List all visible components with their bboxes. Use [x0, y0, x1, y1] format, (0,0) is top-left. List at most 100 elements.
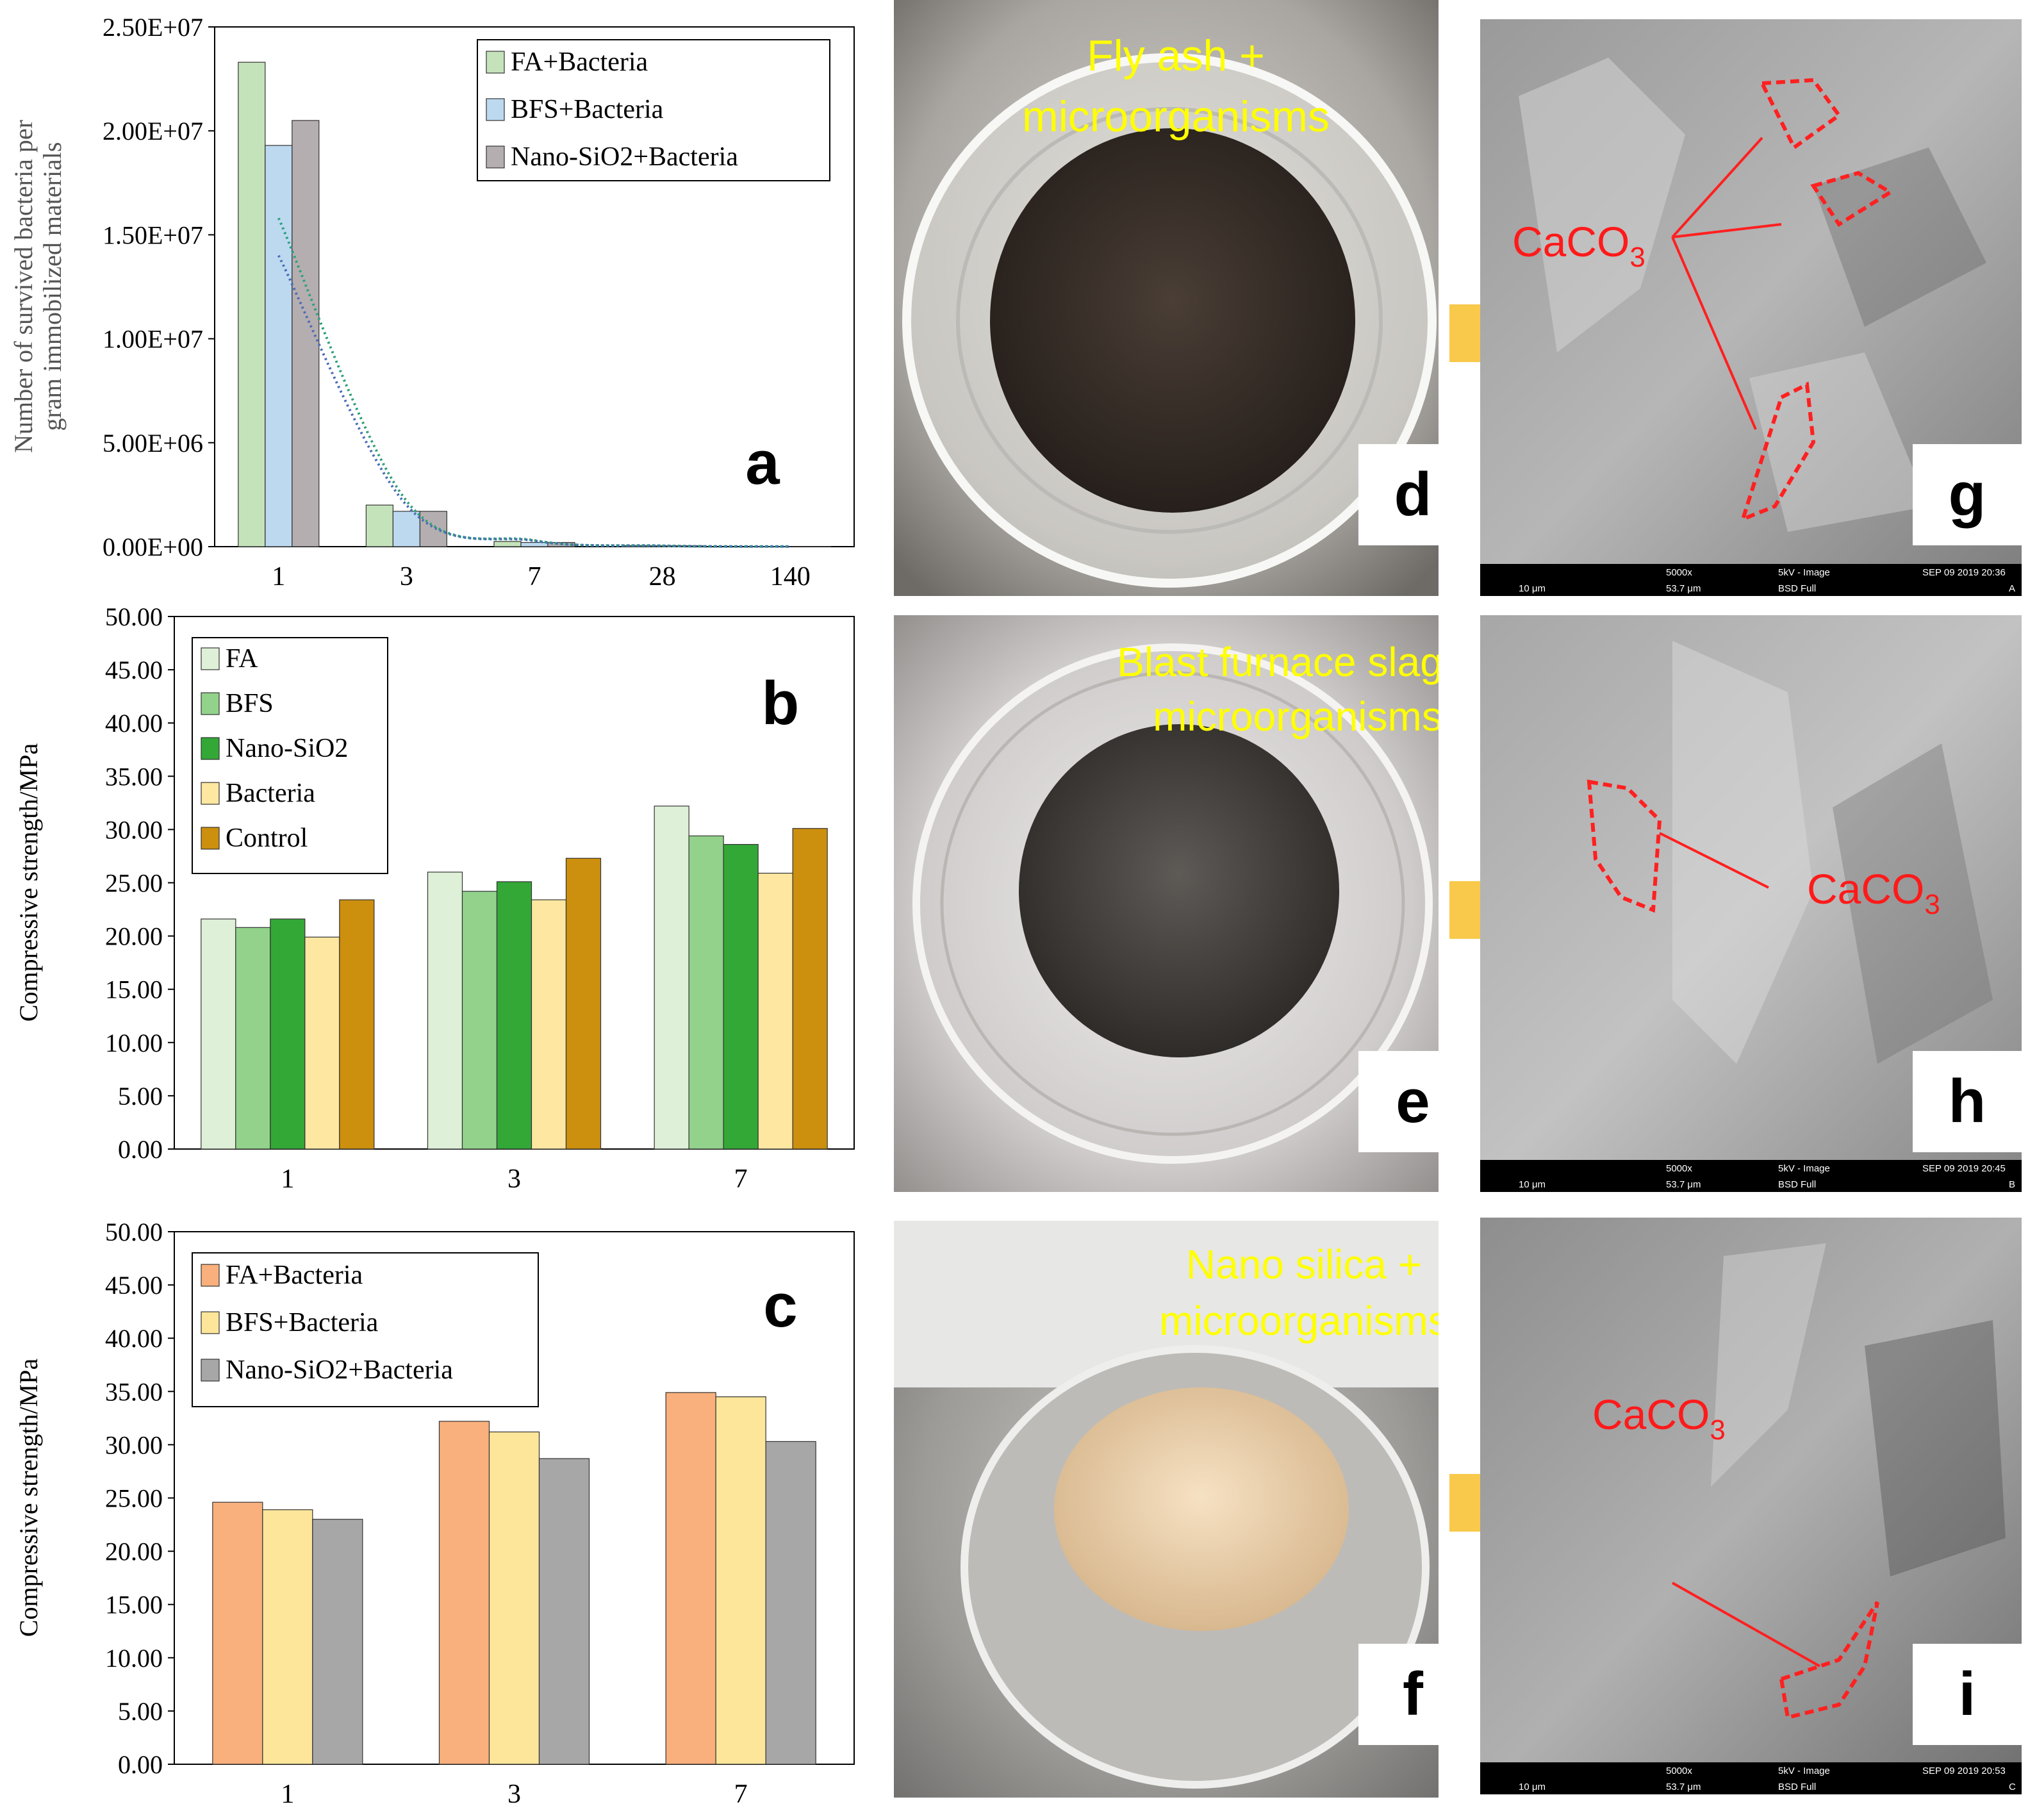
sem-g-id: A — [2009, 583, 2015, 594]
photo-e-caption-line2: microorganisms — [1153, 693, 1439, 740]
sem-i-id: C — [2009, 1782, 2016, 1792]
bar-a-0-0 — [238, 62, 266, 547]
photo-d: Fly ash + microorganisms — [894, 0, 1439, 596]
bar-b-3-0 — [304, 936, 340, 1150]
y-tick-label: 0.00 — [118, 1750, 163, 1779]
legend-label: FA+Bacteria — [511, 47, 648, 77]
legend-swatch — [486, 98, 505, 121]
bar-c-0-1 — [438, 1421, 490, 1765]
y-axis-label: Compressive strength/MPa — [14, 1359, 43, 1637]
legend-swatch — [486, 51, 505, 74]
bar-c-1-2 — [715, 1396, 766, 1765]
bars — [238, 62, 831, 547]
x-tick-label: 1 — [281, 1780, 294, 1809]
bar-a-1-2 — [520, 542, 548, 547]
y-axis-label: Compressive strength/MPa — [14, 743, 43, 1022]
bars — [201, 806, 828, 1150]
y-tick-label: 20.00 — [105, 1537, 163, 1566]
legend-box — [477, 39, 830, 181]
sem-i-fov: 53.7 μm — [1666, 1782, 1701, 1792]
legend-swatch — [201, 737, 220, 760]
panel-label-f: f — [1358, 1644, 1467, 1745]
bar-c-2-2 — [765, 1441, 816, 1765]
legend-label: FA+Bacteria — [226, 1261, 363, 1290]
y-tick-label: 45.00 — [105, 656, 163, 684]
legend: FA BFS Nano-SiO2 Bacteria Control — [192, 637, 388, 874]
bars — [212, 1392, 816, 1765]
bar-a-0-2 — [493, 541, 522, 547]
sem-g: CaCO3 10 μm 5000x 53.7 μm 5kV - Image BS… — [1480, 19, 2022, 596]
y-tick-label: 1.00E+07 — [103, 325, 203, 354]
photo-f-caption-line2: microorganisms — [1159, 1298, 1439, 1344]
bar-c-0-0 — [212, 1502, 263, 1765]
y-tick-label: 25.00 — [105, 1484, 163, 1513]
photo-d-caption-line1: Fly ash + — [1087, 31, 1265, 80]
x-tick-label: 140 — [770, 562, 811, 592]
legend: FA+Bacteria BFS+Bacteria Nano-SiO2+Bacteri… — [192, 1252, 539, 1407]
panel-label-a: a — [745, 429, 780, 497]
bar-b-0-2 — [654, 806, 689, 1150]
x-tick-label: 3 — [400, 562, 413, 592]
bar-b-0-1 — [427, 872, 463, 1150]
panel-label-c: c — [763, 1271, 797, 1340]
y-tick-label: 50.00 — [105, 602, 163, 631]
bar-a-2-0 — [292, 120, 320, 547]
sem-g-fov: 53.7 μm — [1666, 583, 1701, 594]
sem-g-mag: 5000x — [1666, 567, 1692, 578]
y-tick-label: 0.00 — [118, 1135, 163, 1164]
sem-h-date: SEP 09 2019 20:45 — [1922, 1163, 2006, 1174]
bar-b-3-1 — [531, 899, 567, 1150]
y-tick-label: 15.00 — [105, 975, 163, 1004]
legend-label: Control — [226, 823, 308, 853]
legend-swatch — [486, 145, 505, 169]
bar-b-0-0 — [201, 918, 236, 1150]
bar-c-2-1 — [538, 1458, 590, 1765]
y-tick-label: 5.00 — [118, 1082, 163, 1111]
bar-b-2-1 — [496, 881, 532, 1150]
sem-g-scale: 10 μm — [1519, 583, 1546, 594]
bar-a-1-0 — [265, 145, 293, 547]
x-ticks: 1 3 7 — [281, 1164, 747, 1194]
sem-i-hv: 5kV - Image — [1778, 1766, 1830, 1776]
x-tick-label: 3 — [507, 1164, 521, 1194]
panel-label-d: d — [1358, 444, 1467, 545]
legend-swatch — [201, 827, 220, 850]
chart-a: 0.00E+00 5.00E+06 1.00E+07 1.50E+07 2.00E+07… — [9, 13, 855, 592]
chart-c: 0.00 5.00 10.00 15.00 20.00 25.00 30.00 35.00 40… — [14, 1218, 855, 1809]
bar-a-2-1 — [419, 511, 448, 547]
legend-swatch — [201, 782, 220, 805]
bar-a-0-1 — [365, 504, 394, 547]
photo-f-caption-line1: Nano silica + — [1186, 1241, 1422, 1287]
y-tick-label: 35.00 — [105, 1377, 163, 1406]
y-tick-label: 10.00 — [105, 1029, 163, 1057]
photo-d-caption-line2: microorganisms — [1022, 92, 1330, 141]
y-tick-label: 45.00 — [105, 1271, 163, 1300]
x-ticks: 1 3 7 — [281, 1780, 747, 1809]
y-tick-label: 10.00 — [105, 1644, 163, 1673]
sem-g-annotation: CaCO3 — [1512, 218, 1645, 273]
y-tick-label: 2.50E+07 — [103, 13, 203, 42]
photo-e-caption-line1: Blast furnace slag + — [1117, 639, 1439, 685]
bar-c-1-0 — [262, 1509, 313, 1765]
y-tick-label: 2.00E+07 — [103, 117, 203, 145]
y-tick-label: 15.00 — [105, 1591, 163, 1619]
x-tick-label: 28 — [649, 562, 676, 592]
bar-c-1-1 — [488, 1431, 540, 1765]
x-tick-label: 3 — [507, 1780, 521, 1809]
legend-label: Bacteria — [226, 779, 315, 808]
bar-b-3-2 — [757, 872, 793, 1150]
chart-b: 0.00 5.00 10.00 15.00 20.00 25.00 30.00 35.00 40… — [14, 602, 855, 1194]
y-tick-label: 25.00 — [105, 869, 163, 898]
y-ticks: 0.00 5.00 10.00 15.00 20.00 25.00 30.00 35.00 40… — [105, 1218, 174, 1779]
legend: FA+Bacteria BFS+Bacteria Nano-SiO2+Bacteri… — [477, 39, 830, 181]
bar-b-4-1 — [565, 857, 602, 1150]
sem-h-hv: 5kV - Image — [1778, 1163, 1830, 1174]
sem-h-fov: 53.7 μm — [1666, 1179, 1701, 1190]
x-tick-label: 1 — [272, 562, 285, 592]
x-tick-label: 7 — [734, 1164, 748, 1194]
trendlines — [277, 217, 791, 548]
bar-c-0-2 — [665, 1392, 716, 1765]
bar-b-2-2 — [723, 844, 759, 1150]
legend-label: Nano-SiO2+Bacteria — [511, 142, 738, 172]
panel-label-h: h — [1913, 1051, 2022, 1152]
